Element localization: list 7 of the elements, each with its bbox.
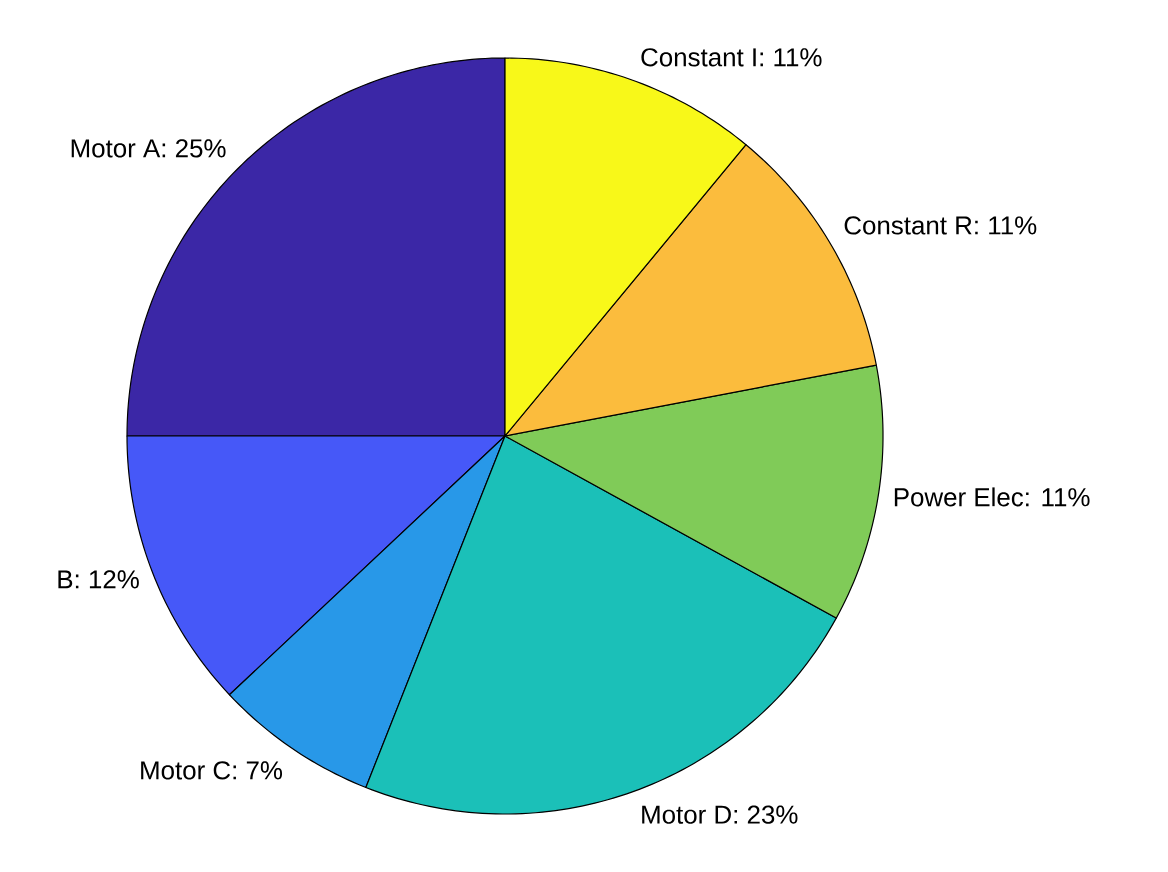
slice-label: Motor A: 25% [71, 139, 226, 158]
slice-label: Motor C: 7% [141, 761, 283, 780]
slice-label: Motor D: 23% [642, 805, 798, 824]
slice-label: Constant I: 11% [641, 48, 822, 67]
slice-label: B: 12% [58, 570, 139, 589]
slice-label: Constant R: 11% [844, 216, 1037, 235]
slice-label: Power Elec: 11% [894, 487, 1090, 507]
